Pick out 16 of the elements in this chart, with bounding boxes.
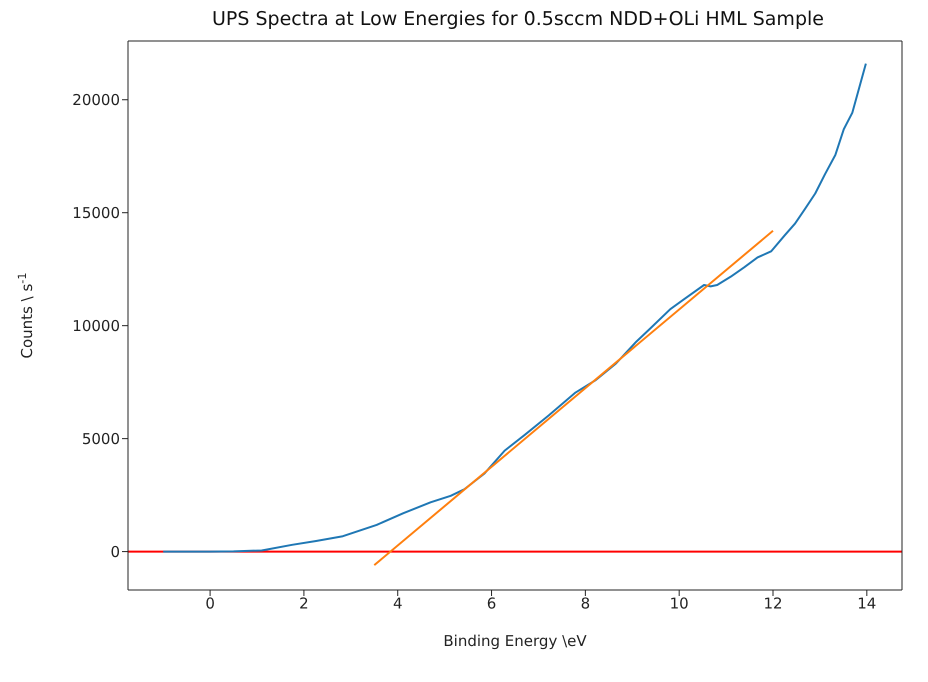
x-tick-label: 8 [580,594,590,613]
x-tick-label: 14 [857,594,876,613]
x-tick-label: 10 [670,594,689,613]
y-tick-label: 0 [110,542,120,561]
y-tick-label: 5000 [82,430,120,448]
x-axis-title: Binding Energy \eV [443,632,588,650]
line-series [162,62,867,553]
chart-title: UPS Spectra at Low Energies for 0.5sccm NDD+OLi HML Sample [211,8,825,30]
x-tick-label: 6 [486,594,496,613]
y-tick-label: 20000 [72,91,120,110]
x-tick-label: 4 [392,594,402,613]
y-tick-label: 15000 [72,204,120,222]
x-tick-label: 2 [299,594,309,613]
x-tick-label: 0 [205,594,215,613]
x-tick-label: 12 [763,594,783,613]
y-tick-label: 10000 [72,316,120,335]
